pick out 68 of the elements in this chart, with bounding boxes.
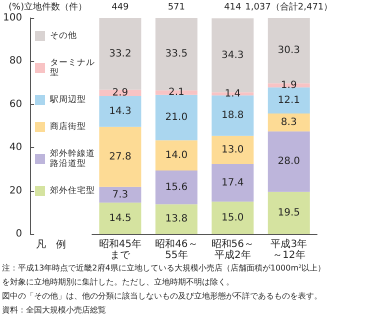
text: 注：平成13年時点で近畿2府4県に立地している大規模小売店（店舗面積が1000m²以上） bbox=[2, 264, 326, 272]
data-label: 14.3 bbox=[109, 106, 132, 117]
legend-label: 商店街型 bbox=[50, 121, 86, 132]
bar bbox=[155, 204, 198, 234]
x-tick-label: 昭和46～55年 bbox=[155, 238, 198, 261]
y-tick-label: 20 bbox=[9, 185, 22, 196]
x-tick-label: 昭和56～平成2年 bbox=[211, 238, 254, 261]
text: 図中の「その他」は、他の分類に該当しないもの及び立地形態が不詳であるものを表す。 bbox=[2, 292, 322, 300]
data-label: 8.3 bbox=[280, 116, 297, 128]
y-tick-label: 0 bbox=[16, 228, 22, 240]
bar bbox=[268, 192, 310, 234]
text: 資料：全国大規模小売店総覧 bbox=[2, 306, 106, 314]
bar bbox=[155, 94, 198, 140]
data-label: 15.0 bbox=[222, 212, 244, 224]
data-label: 15.6 bbox=[165, 182, 188, 193]
bar bbox=[99, 202, 142, 234]
text: 立地件数（件） bbox=[24, 2, 87, 12]
bar bbox=[212, 136, 254, 164]
text: 571 bbox=[168, 2, 186, 12]
y-tick-label: 80 bbox=[9, 56, 22, 67]
data-label: 33.2 bbox=[109, 48, 132, 60]
legend-title: 凡 例 bbox=[36, 240, 66, 250]
bar bbox=[99, 96, 142, 127]
legend-label: ターミナル型 bbox=[50, 58, 95, 78]
bar bbox=[99, 18, 142, 90]
bar bbox=[99, 186, 142, 203]
data-label: 30.3 bbox=[278, 45, 300, 56]
y-tick-label: 60 bbox=[9, 98, 22, 110]
x-tick-label: 平成3年～12年 bbox=[270, 238, 308, 261]
data-label: 13.0 bbox=[222, 144, 244, 156]
data-label: 13.8 bbox=[165, 214, 188, 225]
data-label: 12.1 bbox=[278, 94, 300, 106]
data-label: 33.5 bbox=[165, 48, 188, 60]
bar bbox=[212, 202, 254, 234]
data-label: 1.4 bbox=[224, 88, 241, 100]
legend-label: その他 bbox=[50, 30, 77, 41]
data-label: 1.9 bbox=[280, 80, 297, 91]
data-label: 17.4 bbox=[222, 177, 244, 188]
y-tick-label: 40 bbox=[9, 142, 22, 154]
data-label: 28.0 bbox=[278, 156, 300, 168]
bar bbox=[155, 170, 198, 204]
data-label: 2.9 bbox=[112, 87, 128, 98]
legend-label: 郊外住宅型 bbox=[50, 185, 95, 196]
bar bbox=[155, 140, 198, 170]
bar bbox=[212, 95, 254, 136]
data-label: 34.3 bbox=[222, 50, 244, 61]
bar bbox=[268, 87, 310, 114]
bar bbox=[268, 113, 310, 132]
y-axis-title: (%) bbox=[8, 2, 24, 12]
data-label: 19.5 bbox=[278, 207, 300, 218]
text: 1,037（合計2,471） bbox=[245, 2, 333, 12]
data-label: 21.0 bbox=[165, 112, 188, 124]
data-label: 14.0 bbox=[165, 150, 188, 161]
bar bbox=[99, 126, 142, 187]
data-label: 27.8 bbox=[109, 151, 132, 162]
y-tick-label: 100 bbox=[2, 12, 22, 24]
text: 449 bbox=[112, 2, 130, 12]
bar bbox=[212, 164, 254, 202]
text: を対象に立地時期別に集計した。ただし、立地時期不明は除く。 bbox=[2, 278, 234, 286]
legend-label: 駅周辺型 bbox=[49, 94, 86, 105]
text: 414 bbox=[224, 2, 242, 12]
data-label: 18.8 bbox=[222, 110, 244, 122]
legend-label: 郊外幹線道路沿道型 bbox=[50, 148, 95, 169]
data-label: 14.5 bbox=[109, 212, 132, 224]
x-tick-label: 昭和45年まで bbox=[98, 238, 142, 261]
data-label: 2.1 bbox=[168, 87, 184, 98]
bar bbox=[268, 131, 310, 192]
data-label: 7.3 bbox=[112, 189, 128, 200]
